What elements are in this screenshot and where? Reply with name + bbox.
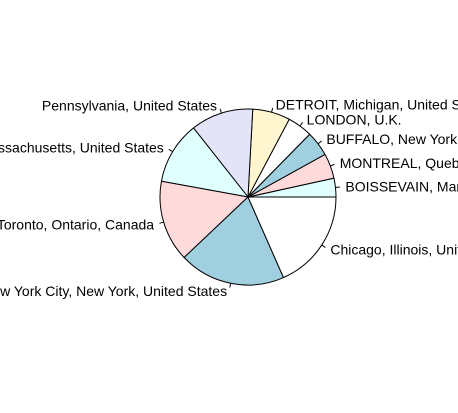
slice-label-new-york-city-new-york-united-states: New York City, New York, United States	[0, 283, 227, 299]
slice-label-massachusetts-united-states: Massachusetts, United States	[0, 140, 164, 156]
slice-label-london-u-k: LONDON, U.K.	[307, 112, 402, 128]
pie-leader-lines	[159, 107, 340, 288]
slice-label-montreal-quebec-canada: MONTREAL, Quebec, Canada	[340, 155, 458, 171]
pie-labels: BOISSEVAIN, Manitoba, Canada MONTREAL, Qu…	[0, 97, 458, 299]
leader-line-toronto-ontario-canada	[159, 221, 164, 224]
leader-line-detroit-michigan-united-states	[271, 107, 274, 113]
leader-line-london-u-k	[299, 122, 303, 127]
slice-label-toronto-ontario-canada: Toronto, Ontario, Canada	[0, 216, 154, 232]
slice-label-detroit-michigan-united-states: DETROIT, Michigan, United States	[276, 97, 458, 113]
pie-slice-chicago-illinois-united-states	[247, 196, 337, 279]
slice-label-pennsylvania-united-states: Pennsylvania, United States	[42, 98, 217, 114]
leader-line-chicago-illinois-united-states	[321, 244, 326, 248]
pie-slice-toronto-ontario-canada	[159, 180, 249, 259]
pie-slice-massachusetts-united-states	[160, 127, 249, 198]
leader-line-new-york-city-new-york-united-states	[229, 283, 232, 288]
slice-label-boissevain-manitoba-canada: BOISSEVAIN, Manitoba, Canada	[345, 179, 458, 195]
slice-label-buffalo-new-york-united-states: BUFFALO, New York, United States	[326, 131, 458, 147]
leader-line-buffalo-new-york-united-states	[317, 140, 322, 145]
leader-line-montreal-quebec-canada	[330, 163, 335, 167]
pie-slices	[159, 108, 337, 286]
leader-line-pennsylvania-united-states	[219, 108, 222, 114]
leader-line-massachusetts-united-states	[168, 148, 173, 153]
slice-label-chicago-illinois-united-states: Chicago, Illinois, United States	[330, 241, 458, 257]
pie-slice-pennsylvania-united-states	[192, 108, 254, 198]
